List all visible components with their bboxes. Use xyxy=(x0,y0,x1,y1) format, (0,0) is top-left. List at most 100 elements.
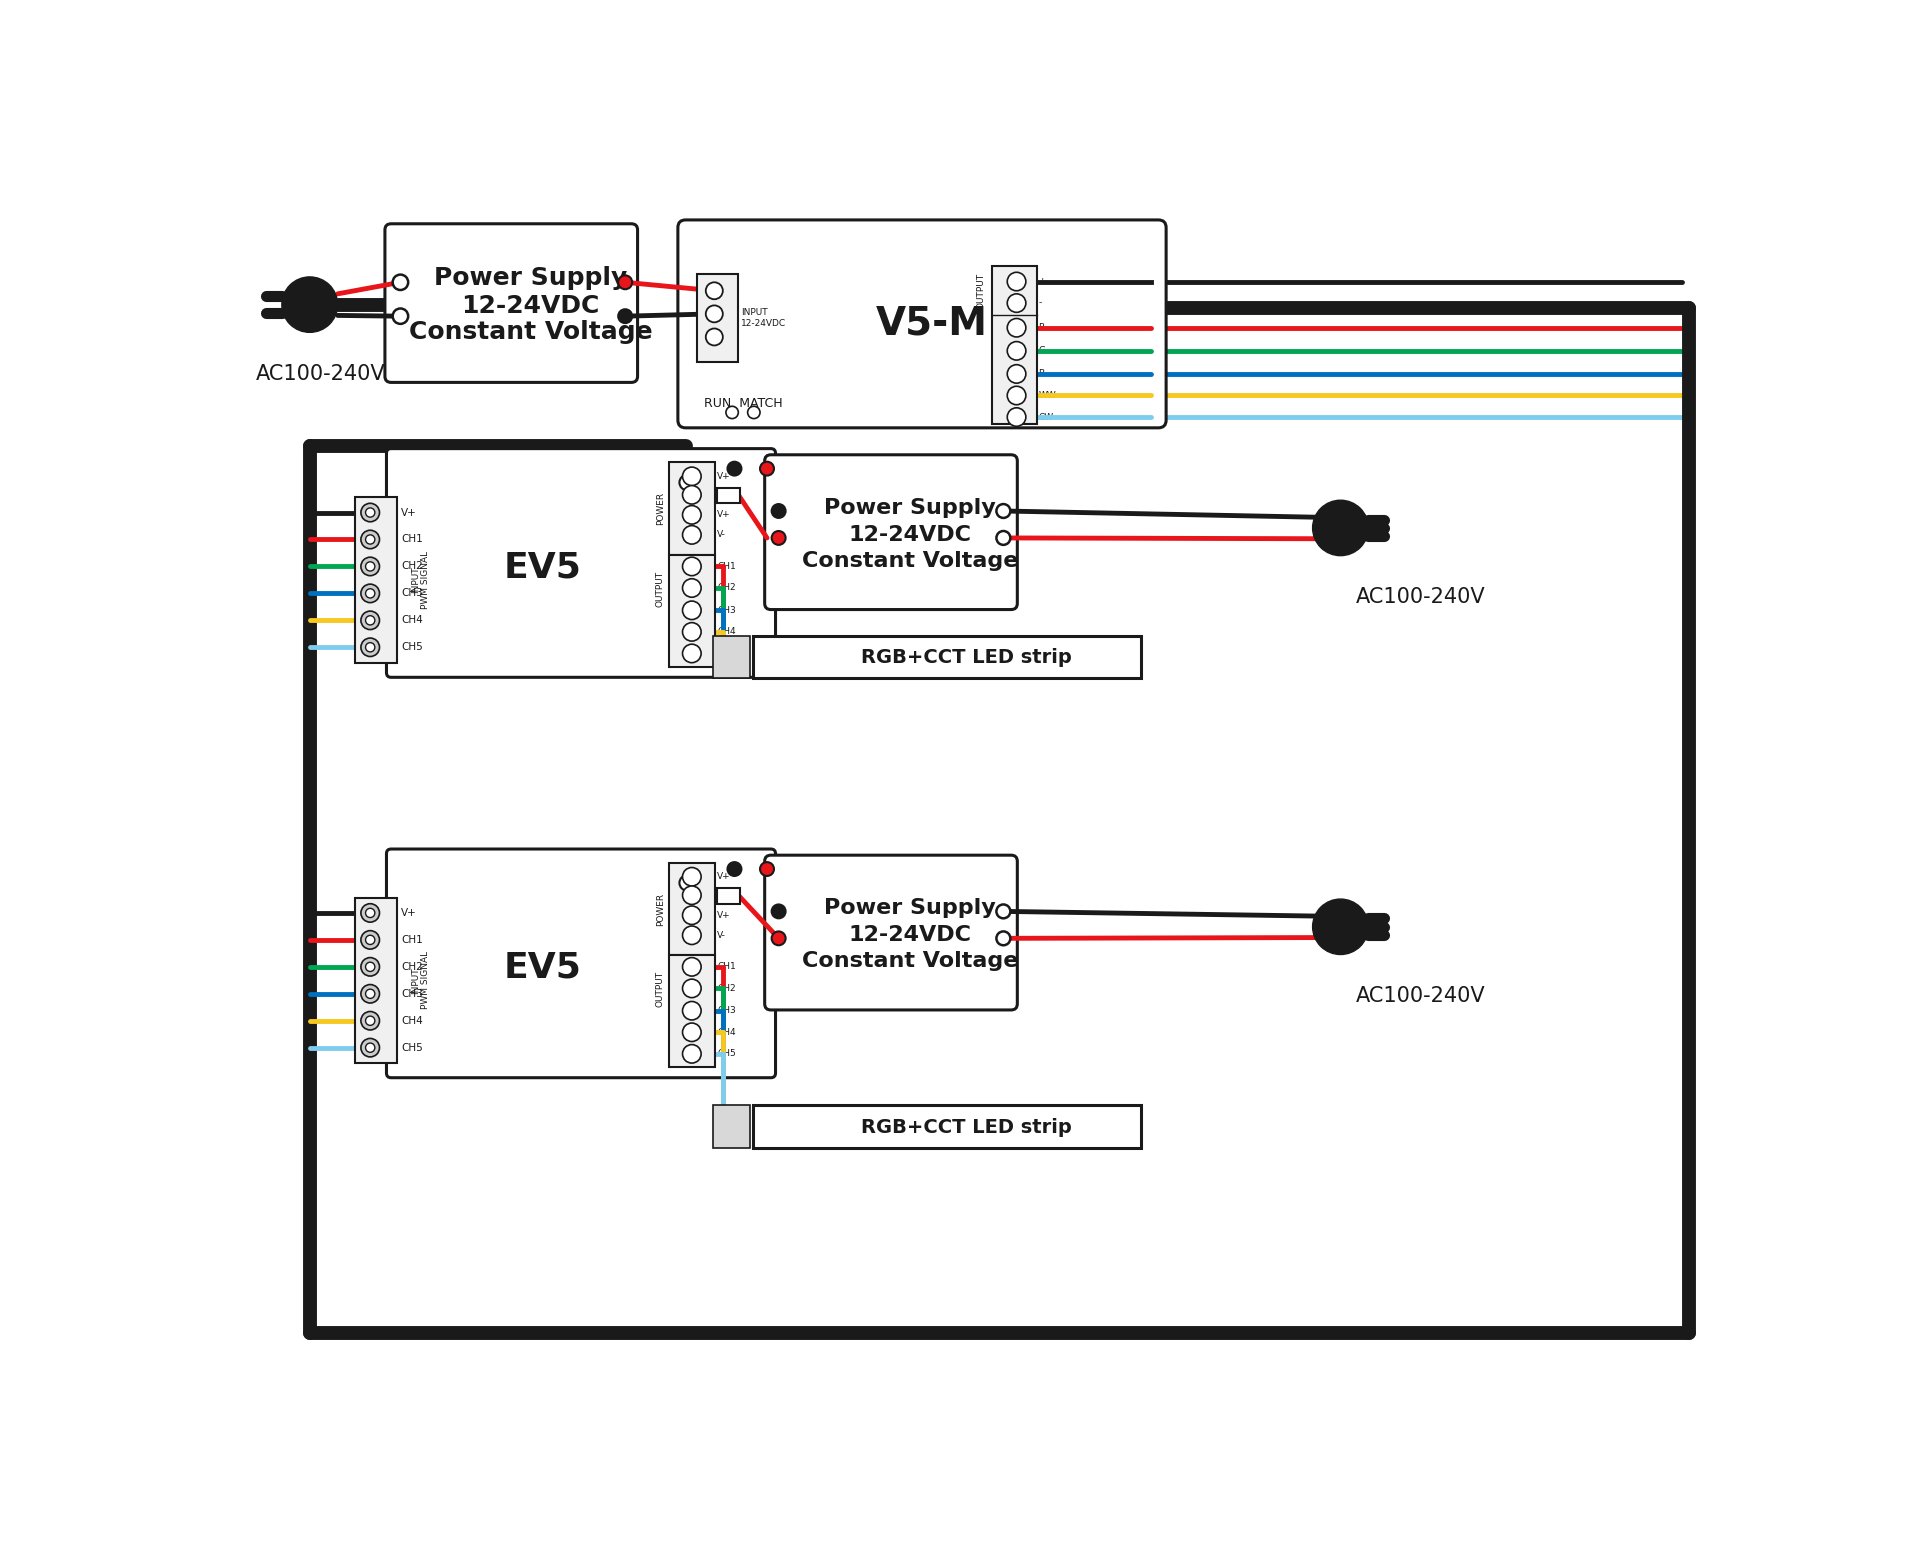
Circle shape xyxy=(682,979,701,997)
Bar xyxy=(712,1106,751,1147)
Circle shape xyxy=(365,1044,374,1053)
Text: 12-24VDC: 12-24VDC xyxy=(849,525,972,545)
Text: V+: V+ xyxy=(718,472,732,480)
Circle shape xyxy=(682,505,701,523)
Circle shape xyxy=(682,579,701,598)
Text: Power Supply: Power Supply xyxy=(824,499,996,517)
Circle shape xyxy=(365,562,374,571)
Circle shape xyxy=(680,476,695,489)
Circle shape xyxy=(1008,408,1025,426)
Text: Power Supply: Power Supply xyxy=(434,266,628,290)
Circle shape xyxy=(282,276,338,332)
Circle shape xyxy=(728,862,741,875)
Bar xyxy=(668,956,714,1067)
Circle shape xyxy=(365,534,374,543)
Circle shape xyxy=(361,557,380,576)
Circle shape xyxy=(361,985,380,1004)
Circle shape xyxy=(361,1039,380,1058)
Circle shape xyxy=(682,485,701,503)
Text: POWER: POWER xyxy=(657,892,664,926)
Text: CH2: CH2 xyxy=(718,584,735,593)
Text: CH5: CH5 xyxy=(401,642,422,652)
Text: Constant Voltage: Constant Voltage xyxy=(803,951,1018,971)
Circle shape xyxy=(361,903,380,922)
Text: B: B xyxy=(1039,369,1044,378)
Circle shape xyxy=(772,931,785,945)
Text: CH4: CH4 xyxy=(718,1028,735,1036)
Text: RGB+CCT LED strip: RGB+CCT LED strip xyxy=(860,648,1071,667)
Circle shape xyxy=(728,462,741,476)
Circle shape xyxy=(707,283,722,300)
Circle shape xyxy=(996,531,1010,545)
Text: V+: V+ xyxy=(401,508,417,517)
Text: CH3: CH3 xyxy=(401,588,422,599)
Circle shape xyxy=(365,616,374,625)
Text: Power Supply: Power Supply xyxy=(824,899,996,919)
Text: V5-M: V5-M xyxy=(876,304,987,343)
Circle shape xyxy=(1313,500,1369,556)
Circle shape xyxy=(682,601,701,619)
Circle shape xyxy=(772,905,785,919)
Text: AC100-240V: AC100-240V xyxy=(1356,587,1486,607)
Text: INPUT
PWM SIGNAL: INPUT PWM SIGNAL xyxy=(411,551,430,608)
Text: CH5: CH5 xyxy=(718,648,735,658)
Circle shape xyxy=(680,875,695,891)
Text: CH3: CH3 xyxy=(401,988,422,999)
Circle shape xyxy=(682,957,701,976)
Circle shape xyxy=(1008,386,1025,405)
Circle shape xyxy=(1008,364,1025,383)
Text: POWER: POWER xyxy=(668,462,707,472)
Text: CH1: CH1 xyxy=(401,534,422,545)
Bar xyxy=(712,636,751,678)
Circle shape xyxy=(760,462,774,476)
Circle shape xyxy=(365,508,374,517)
FancyBboxPatch shape xyxy=(764,855,1018,1010)
Circle shape xyxy=(1313,899,1369,954)
Circle shape xyxy=(996,931,1010,945)
Bar xyxy=(716,488,739,503)
Text: RGB+CCT LED strip: RGB+CCT LED strip xyxy=(860,1118,1071,1136)
Circle shape xyxy=(682,622,701,641)
Text: OUTPUT: OUTPUT xyxy=(977,273,985,309)
Circle shape xyxy=(365,962,374,971)
Text: CW: CW xyxy=(1039,412,1054,422)
Circle shape xyxy=(996,503,1010,517)
Text: CH3: CH3 xyxy=(718,1007,735,1016)
Text: RUN  MATCH: RUN MATCH xyxy=(705,397,783,409)
Text: V-: V- xyxy=(718,931,726,940)
Circle shape xyxy=(682,886,701,905)
Circle shape xyxy=(747,406,760,418)
Bar xyxy=(716,888,739,903)
Circle shape xyxy=(394,275,409,290)
Bar xyxy=(355,897,397,1064)
Circle shape xyxy=(394,309,409,324)
Circle shape xyxy=(361,530,380,548)
Text: V-: V- xyxy=(718,491,726,499)
Circle shape xyxy=(365,908,374,917)
Bar xyxy=(668,463,714,554)
Text: -: - xyxy=(1039,298,1041,307)
Circle shape xyxy=(365,588,374,598)
Text: AC100-240V: AC100-240V xyxy=(1356,987,1486,1007)
Text: CH3: CH3 xyxy=(718,605,735,615)
Bar xyxy=(753,636,1140,678)
Bar xyxy=(668,554,714,667)
Bar xyxy=(355,497,397,662)
FancyBboxPatch shape xyxy=(386,449,776,678)
Circle shape xyxy=(682,644,701,662)
Circle shape xyxy=(618,275,632,289)
Circle shape xyxy=(1008,341,1025,360)
FancyBboxPatch shape xyxy=(678,219,1165,428)
Circle shape xyxy=(760,862,774,875)
Text: WW: WW xyxy=(1039,391,1056,400)
Bar xyxy=(668,863,714,956)
Text: V+: V+ xyxy=(718,511,732,519)
Circle shape xyxy=(682,926,701,945)
Circle shape xyxy=(772,503,785,517)
Text: G: G xyxy=(1039,346,1044,355)
Circle shape xyxy=(682,1045,701,1064)
FancyBboxPatch shape xyxy=(386,849,776,1078)
Text: V-: V- xyxy=(718,530,726,539)
Circle shape xyxy=(682,468,701,485)
Text: CH1: CH1 xyxy=(718,562,735,571)
